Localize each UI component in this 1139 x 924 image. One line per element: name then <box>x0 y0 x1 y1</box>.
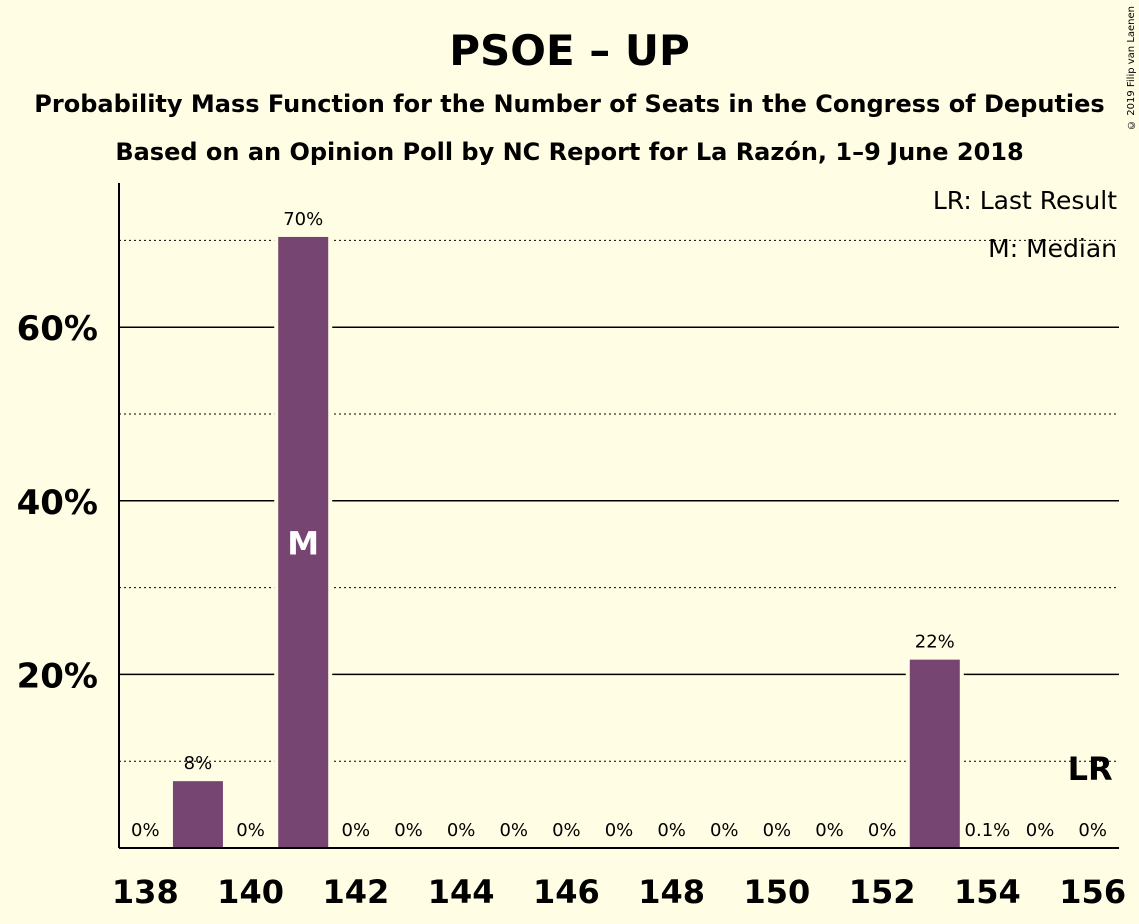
data-label: 0% <box>131 820 160 841</box>
legend-last-result: LR: Last Result <box>933 186 1117 215</box>
data-label: 0% <box>868 820 897 841</box>
data-label: 0% <box>499 820 528 841</box>
x-tick-label: 140 <box>217 873 284 911</box>
y-tick-label: 40% <box>17 483 98 523</box>
data-label: 22% <box>915 632 955 653</box>
data-label: 0% <box>1078 820 1107 841</box>
data-label: 0.1% <box>965 820 1011 841</box>
data-label: 0% <box>657 820 686 841</box>
legend-median: M: Median <box>988 234 1117 263</box>
x-tick-label: 150 <box>743 873 810 911</box>
bar <box>172 781 223 848</box>
data-label: 8% <box>184 753 213 774</box>
data-label: 0% <box>342 820 371 841</box>
chart-subtitle: Probability Mass Function for the Number… <box>34 90 1105 118</box>
data-label: 0% <box>236 820 265 841</box>
x-tick-label: 148 <box>638 873 705 911</box>
x-tick-label: 142 <box>322 873 389 911</box>
data-label: 0% <box>1026 820 1055 841</box>
data-label: 0% <box>394 820 423 841</box>
bar <box>278 236 329 849</box>
data-label: 0% <box>552 820 581 841</box>
bar <box>909 659 960 848</box>
y-tick-label: 60% <box>17 309 98 349</box>
chart-subtitle-poll: Based on an Opinion Poll by NC Report fo… <box>115 138 1024 166</box>
x-tick-label: 138 <box>112 873 179 911</box>
x-tick-label: 144 <box>428 873 495 911</box>
chart-title: PSOE – UP <box>449 26 690 75</box>
data-label: 0% <box>710 820 739 841</box>
x-tick-label: 154 <box>954 873 1021 911</box>
x-tick-label: 156 <box>1059 873 1126 911</box>
data-label: 70% <box>283 209 323 230</box>
x-tick-label: 146 <box>533 873 600 911</box>
data-label: 0% <box>763 820 792 841</box>
x-tick-label: 152 <box>849 873 916 911</box>
y-tick-label: 20% <box>17 656 98 696</box>
last-result-marker: LR <box>1068 750 1113 788</box>
data-label: 0% <box>447 820 476 841</box>
data-label: 0% <box>605 820 634 841</box>
median-marker: M <box>287 524 319 562</box>
data-label: 0% <box>815 820 844 841</box>
